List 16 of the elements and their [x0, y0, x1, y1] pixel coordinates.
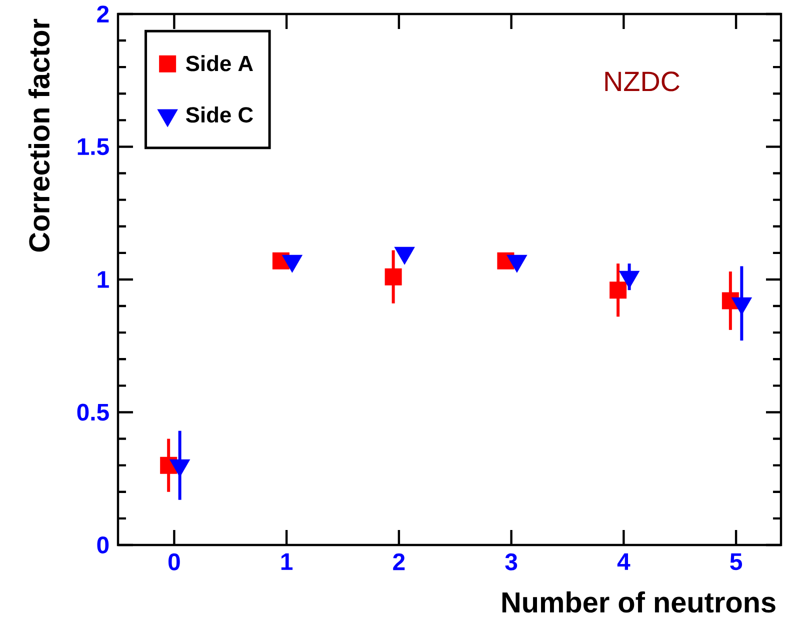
y-tick-label: 0.5 [77, 404, 109, 421]
x-tick-label: 3 [505, 553, 518, 570]
y-tick-label: 2 [97, 6, 109, 22]
y-tick-label: 0 [97, 536, 109, 554]
x-tick-label: 4 [617, 553, 630, 570]
legend-label: Side C [186, 106, 253, 123]
x-axis-title: Number of neutrons [502, 591, 776, 613]
x-tick-label: 1 [281, 553, 293, 570]
x-tick-label: 2 [393, 553, 405, 570]
x-tick-label: 0 [168, 553, 180, 570]
y-axis-title: Correction factor [28, 18, 50, 252]
annotation: NZDC [605, 72, 680, 92]
x-tick-label: 5 [730, 553, 742, 570]
y-tick-label: 1.5 [78, 138, 109, 156]
y-tick-label: 1 [98, 271, 109, 288]
legend-label: Side A [186, 55, 253, 72]
